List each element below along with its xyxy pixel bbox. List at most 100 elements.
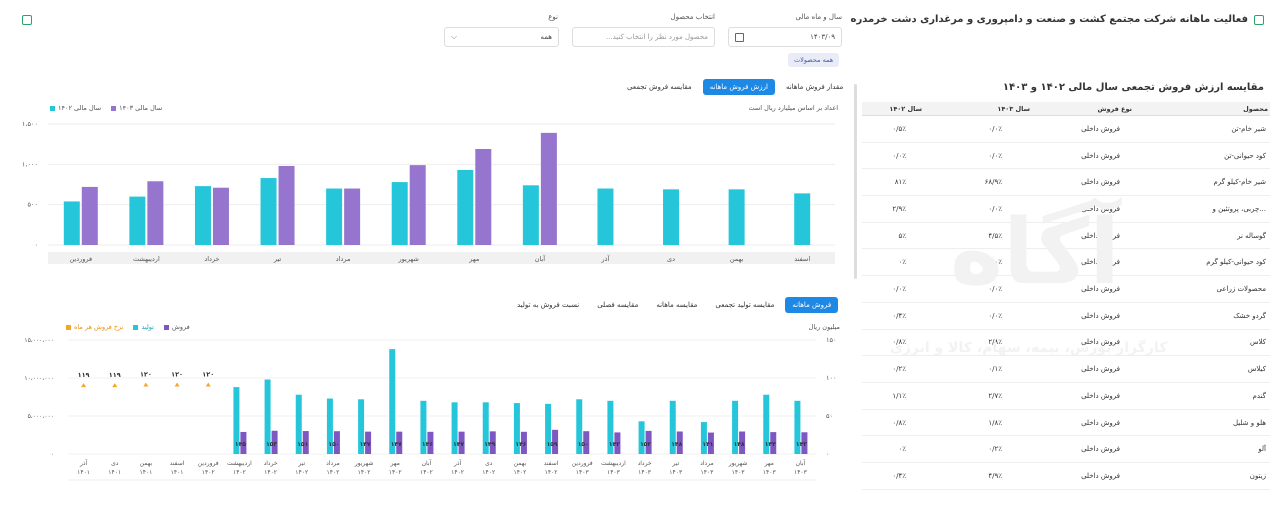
value-1402-cell: ۰/۴٪ <box>892 471 906 480</box>
legend-1402-label: سال مالی ۱۴۰۲ <box>58 104 102 112</box>
tab-cumulative-production[interactable]: مقایسه تولید تجمعی <box>715 301 775 309</box>
x-tick-month: اسفند <box>544 460 559 467</box>
x-tick-label: بهمن <box>730 255 744 263</box>
value-1403-cell: ۴/۵٪ <box>988 231 1002 240</box>
table-title: مقایسه ارزش فروش تجمعی سال مالی ۱۴۰۲ و ۱… <box>1002 82 1264 93</box>
bar-1403 <box>212 187 229 245</box>
legend-1403[interactable]: سال مالی ۱۴۰۳ <box>111 104 162 112</box>
table-row[interactable]: چربی، پروتئین و... فروش داخلی ۰/۰٪ ۲/۹٪ <box>862 196 1270 223</box>
bar-1402 <box>794 193 811 245</box>
value-1403-cell: ۰/۰٪ <box>988 151 1002 160</box>
tab-sales-production-ratio[interactable]: نسبت فروش به تولید <box>517 301 580 309</box>
bar-label: ۱۴۸ <box>671 441 682 448</box>
x-tick-month: بهمن <box>514 460 527 467</box>
product-select[interactable]: محصول مورد نظر را انتخاب کنید... <box>572 27 715 47</box>
value-1403-cell: ۴/۹٪ <box>988 471 1002 480</box>
table-row[interactable]: گوساله نر فروش داخلی ۴/۵٪ ۵٪ <box>862 223 1270 250</box>
tab-seasonal-compare[interactable]: مقایسه فصلی <box>597 301 639 309</box>
sale-type-cell: فروش داخلی <box>1081 418 1120 427</box>
x-tick-month: اردیبهشت <box>601 460 626 467</box>
column-header[interactable]: نوع فروش <box>1097 104 1132 113</box>
bar-1402 <box>129 196 146 245</box>
x-tick-month: آبان <box>796 458 806 467</box>
tab-monthly-sales[interactable]: فروش ماهانه <box>785 297 839 313</box>
tab-monthly-sales-value[interactable]: ارزش فروش ماهانه <box>702 79 775 95</box>
bar-sales <box>576 399 583 454</box>
panel-scrollbar[interactable] <box>854 84 857 279</box>
column-header[interactable]: محصول <box>1243 104 1268 113</box>
calendar-icon[interactable] <box>735 32 744 42</box>
product-cell: آلو <box>1258 445 1266 454</box>
sale-type-cell: فروش داخلی <box>1081 231 1120 240</box>
product-cell: کلاس <box>1249 338 1266 347</box>
type-value: همه <box>540 33 553 41</box>
x-tick-month: فروردین <box>572 460 593 467</box>
table-row[interactable]: کود حیوانی-کیلو گرم فروش داخلی ۰٪ ۰٪ <box>862 250 1270 277</box>
chart-export-icon[interactable] <box>22 15 32 25</box>
table-row[interactable]: آلو فروش داخلی ۰/۲٪ ۰٪ <box>862 436 1270 464</box>
legend-1402[interactable]: سال مالی ۱۴۰۲ <box>50 104 101 112</box>
table-row[interactable]: کلاس فروش داخلی ۲/۸٪ ۰/۸٪ <box>862 330 1270 357</box>
tab-monthly-compare[interactable]: مقایسه ماهانه <box>656 301 698 309</box>
year-month-field[interactable]: ۱۴۰۳/۰۹ <box>728 27 842 47</box>
x-tick-month: مهر <box>390 460 400 467</box>
type-select[interactable]: همه ⌵ <box>444 27 559 47</box>
column-header[interactable]: سال ۱۴۰۲ <box>889 104 922 113</box>
value-1403-cell: ۰٪ <box>994 258 1002 267</box>
bar-label: ۱۵۹ <box>547 441 558 448</box>
product-cell: زیتون <box>1249 471 1266 480</box>
product-placeholder: محصول مورد نظر را انتخاب کنید... <box>605 33 708 41</box>
table-row[interactable]: زیتون فروش داخلی ۴/۹٪ ۰/۴٪ <box>862 463 1270 490</box>
x-tick-year: ۱۴۰۲ <box>233 469 246 476</box>
excel-export-icon[interactable] <box>1254 15 1264 25</box>
sale-type-cell: فروش داخلی <box>1081 178 1120 187</box>
sale-type-cell: فروش داخلی <box>1081 204 1120 213</box>
bar-label: ۱۵۰ <box>578 441 589 448</box>
x-tick-month: شهریور <box>354 460 374 467</box>
y-left-tick-label: ۱۵،۰۰۰،۰۰۰ <box>24 337 54 344</box>
x-tick-label: مهر <box>468 255 479 263</box>
tab-monthly-sales-qty[interactable]: مقدار فروش ماهانه <box>785 83 844 91</box>
legend-production[interactable]: تولید <box>133 323 154 331</box>
table-row[interactable]: کود حیوانی-تن فروش داخلی ۰/۰٪ ۰/۰٪ <box>862 143 1270 170</box>
value-1402-cell: ۰/۵٪ <box>892 124 906 133</box>
column-header[interactable]: سال ۱۴۰۳ <box>997 104 1030 113</box>
sale-type-cell: فروش داخلی <box>1081 445 1120 454</box>
y-left-tick-label: ۱۰،۰۰۰،۰۰۰ <box>24 375 54 382</box>
table-row[interactable]: شیر خام-کیلو گرم فروش داخلی ۶۸/۹٪ ۸۱٪ <box>862 169 1270 197</box>
table-row[interactable]: هلو و شلیل فروش داخلی ۱/۸٪ ۰/۸٪ <box>862 410 1270 437</box>
x-tick-month: آذر <box>453 458 462 467</box>
bar-production <box>645 430 652 454</box>
bar-sales <box>700 422 707 454</box>
table-row[interactable]: گردو خشک فروش داخلی ۰/۰٪ ۰/۴٪ <box>862 303 1270 330</box>
y-tick-label: ۱،۰۰۰ <box>22 160 38 168</box>
legend-1402-swatch <box>50 105 55 111</box>
product-cell: کود حیوانی-تن <box>1224 151 1266 160</box>
chevron-down-icon[interactable]: ⌵ <box>451 32 458 41</box>
bar-label: ۱۴۸ <box>734 441 745 448</box>
bar-label: ۱۴۷ <box>391 441 402 448</box>
sale-type-cell: فروش داخلی <box>1081 258 1120 267</box>
bar-production <box>583 431 590 454</box>
table-row[interactable]: گندم فروش داخلی ۲/۷٪ ۱/۱٪ <box>862 383 1270 410</box>
rate-marker <box>205 382 211 387</box>
tab-cumulative-sales[interactable]: مقایسه فروش تجمعی <box>627 83 692 91</box>
x-axis-band <box>48 252 835 264</box>
legend-sales[interactable]: فروش <box>163 323 190 331</box>
table-row[interactable]: محصولات زراعی فروش داخلی ۰/۰٪ ۰/۰٪ <box>862 276 1270 303</box>
table-row[interactable]: کیلاس فروش داخلی ۰/۱٪ ۰/۲٪ <box>862 356 1270 383</box>
top-chart-tabs: مقدار فروش ماهانه ارزش فروش ماهانه مقایس… <box>620 79 850 95</box>
sale-type-cell: فروش داخلی <box>1081 471 1120 480</box>
x-tick-year: ۱۴۰۳ <box>576 469 590 476</box>
bar-sales <box>545 403 552 454</box>
legend-rate[interactable]: نرخ فروش هر ماه <box>66 323 123 331</box>
bar-1402 <box>326 188 343 245</box>
table-row[interactable]: شیر خام-تن فروش داخلی ۰/۰٪ ۰/۵٪ <box>862 116 1270 143</box>
top-chart-legend: سال مالی ۱۴۰۲ سال مالی ۱۴۰۳ <box>50 104 162 112</box>
product-cell: کیلاس <box>1247 365 1266 374</box>
legend-production-swatch <box>133 324 139 330</box>
value-1402-cell: ۰/۴٪ <box>892 311 906 320</box>
watermark-tagline: کارگزار بورس، بیمه، سهام، کالا و انرژی <box>890 340 1168 356</box>
y-right-tick-label: ۵۰ <box>826 412 833 420</box>
all-products-button[interactable]: همه محصولات <box>788 53 840 67</box>
